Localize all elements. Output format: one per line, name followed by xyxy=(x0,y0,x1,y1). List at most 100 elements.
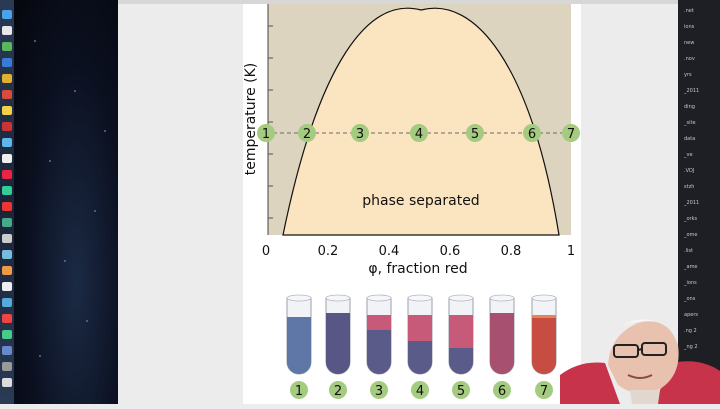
svg-text:1: 1 xyxy=(262,127,270,142)
composition-marker: 6 xyxy=(523,124,541,142)
panel-line: .nov xyxy=(684,56,695,62)
svg-text:7: 7 xyxy=(567,127,575,142)
tube-label: 1 xyxy=(290,381,308,399)
app-icon[interactable] xyxy=(2,362,12,371)
test-tube xyxy=(325,294,351,375)
dock xyxy=(0,0,14,404)
x-tick-label: 0.6 xyxy=(440,244,461,259)
desktop-background xyxy=(14,0,118,404)
app-icon[interactable] xyxy=(2,26,12,35)
presenter-webcam xyxy=(560,305,720,404)
svg-text:4: 4 xyxy=(416,384,424,399)
coexistence-curve xyxy=(282,7,560,236)
app-icon[interactable] xyxy=(2,282,12,291)
phase-diagram: temperature (K) 0 0.2 0.4 0.6 0.8 1 φ, f… xyxy=(243,4,580,399)
tube-label: 3 xyxy=(370,381,388,399)
tube-label: 5 xyxy=(452,381,470,399)
x-tick-label: 0.4 xyxy=(379,244,400,259)
right-side-panel: .net ions new .nov yrs _2011 ding _site … xyxy=(678,0,720,404)
panel-line: .net xyxy=(684,8,694,14)
svg-text:6: 6 xyxy=(528,127,536,142)
panel-line: ions xyxy=(684,24,695,30)
app-icon[interactable] xyxy=(2,42,12,51)
x-tick-label: 1 xyxy=(567,244,575,259)
region-label: phase separated xyxy=(362,193,479,209)
app-icon[interactable] xyxy=(2,234,12,243)
panel-line: ding xyxy=(684,104,695,110)
svg-text:3: 3 xyxy=(356,127,364,142)
tube-label: 2 xyxy=(329,381,347,399)
app-icon[interactable] xyxy=(2,122,12,131)
app-icon[interactable] xyxy=(2,106,12,115)
composition-marker: 7 xyxy=(562,124,580,142)
x-axis-label: φ, fraction red xyxy=(368,261,467,277)
panel-line: yrs xyxy=(684,72,692,78)
tube-label: 7 xyxy=(535,381,553,399)
panel-line: data xyxy=(684,136,696,142)
y-ticks xyxy=(268,25,273,219)
test-tube xyxy=(366,294,392,375)
panel-line: _2011 xyxy=(684,88,700,94)
panel-line: new xyxy=(684,40,695,46)
app-icon[interactable] xyxy=(2,298,12,307)
app-icon[interactable] xyxy=(2,378,12,387)
panel-line: _ons xyxy=(684,296,696,302)
app-icon[interactable] xyxy=(2,170,12,179)
slide: temperature (K) 0 0.2 0.4 0.6 0.8 1 φ, f… xyxy=(243,4,581,404)
tube-labels: 1 2 3 4 5 6 7 xyxy=(290,381,553,399)
test-tube xyxy=(286,294,312,375)
app-icon[interactable] xyxy=(2,74,12,83)
svg-text:5: 5 xyxy=(457,384,465,399)
x-tick-labels: 0 0.2 0.4 0.6 0.8 1 xyxy=(262,244,575,259)
app-icon[interactable] xyxy=(2,218,12,227)
app-icon[interactable] xyxy=(2,154,12,163)
panel-line: _2011 xyxy=(684,200,700,206)
panel-line: .list xyxy=(684,248,693,254)
composition-markers: 1 2 3 4 5 6 7 xyxy=(257,124,580,142)
svg-text:3: 3 xyxy=(375,384,383,399)
app-icon[interactable] xyxy=(2,202,12,211)
panel-line: .VDJ xyxy=(684,168,695,174)
test-tube xyxy=(448,294,474,375)
test-tube xyxy=(531,294,557,375)
app-icon[interactable] xyxy=(2,330,12,339)
composition-marker: 4 xyxy=(410,124,428,142)
app-icon[interactable] xyxy=(2,138,12,147)
panel-line: _ng 2 xyxy=(684,344,698,350)
composition-marker: 5 xyxy=(466,124,484,142)
panel-line: stzh xyxy=(684,184,695,190)
tube-label: 6 xyxy=(493,381,511,399)
svg-text:1: 1 xyxy=(295,384,303,399)
app-icon[interactable] xyxy=(2,58,12,67)
test-tubes xyxy=(286,294,557,375)
composition-marker: 1 xyxy=(257,124,275,142)
svg-text:4: 4 xyxy=(415,127,423,142)
test-tube xyxy=(489,294,515,375)
app-icon[interactable] xyxy=(2,314,12,323)
panel-line: .ng 2 xyxy=(684,328,697,334)
panel-line: _ome xyxy=(684,232,698,238)
svg-text:5: 5 xyxy=(471,127,479,142)
browser-toolbar xyxy=(118,0,678,4)
y-axis-label: temperature (K) xyxy=(243,63,259,176)
panel-line: _site xyxy=(684,120,696,126)
app-icon[interactable] xyxy=(2,186,12,195)
x-tick-label: 0.8 xyxy=(501,244,522,259)
finder-icon[interactable] xyxy=(2,10,12,19)
svg-text:2: 2 xyxy=(334,384,342,399)
panel-line: _ions xyxy=(684,280,697,286)
app-icon[interactable] xyxy=(2,266,12,275)
composition-marker: 3 xyxy=(351,124,369,142)
app-icon[interactable] xyxy=(2,250,12,259)
panel-line: _ame xyxy=(684,264,698,270)
app-icon[interactable] xyxy=(2,90,12,99)
panel-line: apers xyxy=(684,312,698,318)
test-tube xyxy=(407,294,433,375)
tube-label: 4 xyxy=(411,381,429,399)
panel-line: _ve xyxy=(684,152,693,158)
x-tick-label: 0 xyxy=(262,244,270,259)
svg-text:7: 7 xyxy=(540,384,548,399)
composition-marker: 2 xyxy=(298,124,316,142)
panel-line: _orks xyxy=(684,216,698,222)
app-icon[interactable] xyxy=(2,346,12,355)
